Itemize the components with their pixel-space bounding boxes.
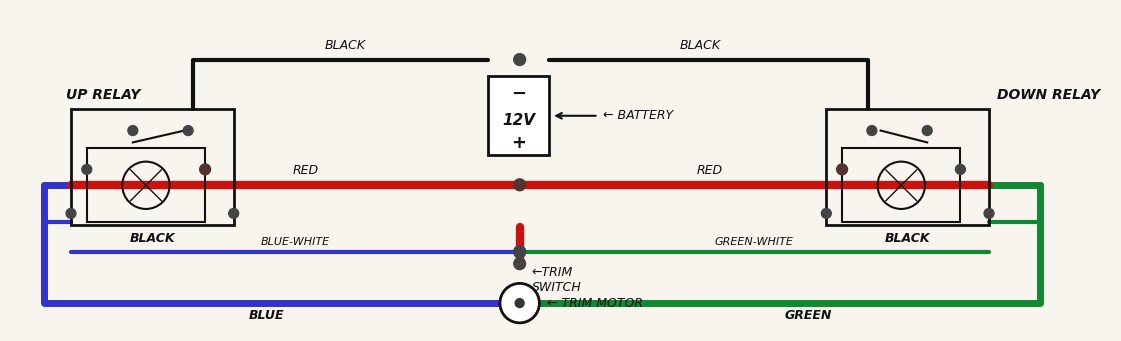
Circle shape <box>200 164 211 175</box>
Text: BLACK: BLACK <box>130 232 175 244</box>
Text: DOWN RELAY: DOWN RELAY <box>997 88 1100 102</box>
Circle shape <box>128 125 138 135</box>
Circle shape <box>513 258 526 270</box>
Text: +: + <box>511 134 526 152</box>
Bar <box>842 148 961 222</box>
Circle shape <box>183 125 193 135</box>
Circle shape <box>229 208 239 218</box>
Text: RED: RED <box>293 164 318 177</box>
Circle shape <box>822 208 832 218</box>
Text: BLUE: BLUE <box>249 309 284 323</box>
Text: BLACK: BLACK <box>679 39 721 52</box>
Circle shape <box>513 54 526 65</box>
Bar <box>86 148 205 222</box>
Circle shape <box>513 246 526 258</box>
Bar <box>826 109 989 225</box>
Bar <box>71 109 233 225</box>
Circle shape <box>836 164 847 175</box>
Circle shape <box>513 179 526 191</box>
Circle shape <box>923 125 933 135</box>
Text: 12V: 12V <box>502 113 535 128</box>
Text: BLACK: BLACK <box>884 232 930 244</box>
Circle shape <box>955 164 965 174</box>
Text: RED: RED <box>697 164 723 177</box>
Text: BLACK: BLACK <box>325 39 365 52</box>
Bar <box>488 76 549 155</box>
Text: ←TRIM
SWITCH: ←TRIM SWITCH <box>531 266 581 294</box>
Circle shape <box>82 164 92 174</box>
Circle shape <box>513 246 526 258</box>
Text: ← TRIM MOTOR: ← TRIM MOTOR <box>547 297 643 310</box>
Text: UP RELAY: UP RELAY <box>66 88 140 102</box>
Circle shape <box>66 208 76 218</box>
Circle shape <box>867 125 877 135</box>
Text: BLUE-WHITE: BLUE-WHITE <box>260 237 330 247</box>
Text: −: − <box>511 85 526 103</box>
Circle shape <box>516 299 525 308</box>
Text: GREEN-WHITE: GREEN-WHITE <box>715 237 794 247</box>
Text: ← BATTERY: ← BATTERY <box>603 109 674 122</box>
Text: GREEN: GREEN <box>785 309 832 323</box>
Circle shape <box>500 283 539 323</box>
Circle shape <box>984 208 994 218</box>
